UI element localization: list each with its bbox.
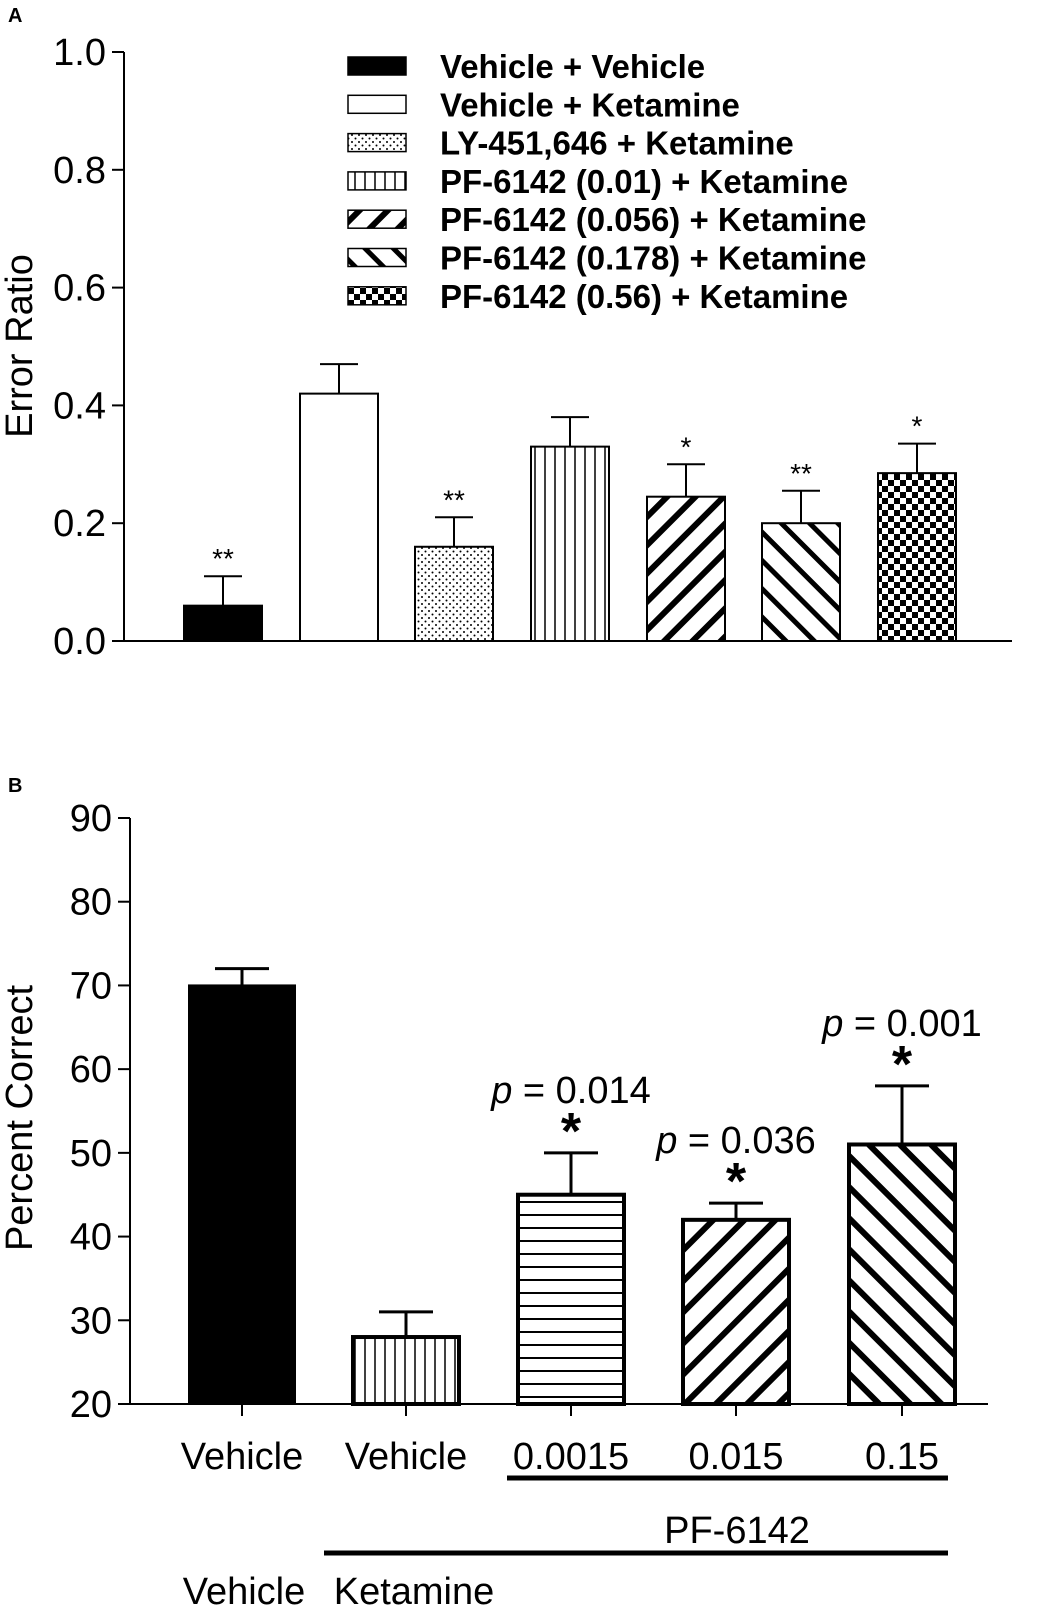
x-category-label: Vehicle	[181, 1436, 304, 1478]
legend-swatch	[347, 171, 407, 191]
legend-swatch	[347, 132, 407, 153]
bar	[516, 1192, 626, 1406]
p-symbol: p	[490, 1070, 512, 1112]
significance-marker: **	[443, 484, 465, 515]
bar	[761, 522, 841, 643]
x-category-label: 0.0015	[513, 1436, 629, 1478]
y-tick-label: 50	[70, 1133, 112, 1175]
significance-marker: *	[561, 1103, 582, 1161]
p-value-label: p = 0.036	[655, 1120, 816, 1162]
significance-marker: **	[790, 458, 812, 489]
bar	[530, 445, 610, 642]
significance-marker: *	[912, 411, 923, 442]
legend-label: PF-6142 (0.056) + Ketamine	[440, 201, 866, 238]
p-symbol: p	[655, 1120, 677, 1162]
significance-marker: *	[726, 1153, 747, 1211]
p-value: = 0.014	[512, 1070, 650, 1112]
p-symbol: p	[821, 1003, 843, 1045]
bar	[183, 604, 263, 642]
legend-swatch	[347, 56, 407, 76]
y-tick-label: 30	[70, 1300, 112, 1342]
legend-swatch	[347, 247, 407, 268]
bar	[847, 1142, 957, 1406]
y-tick-label: 0.8	[53, 150, 106, 192]
y-tick-label: 20	[70, 1384, 112, 1426]
y-tick-label: 40	[70, 1217, 112, 1259]
significance-marker: **	[212, 543, 234, 574]
legend-label: PF-6142 (0.56) + Ketamine	[440, 278, 848, 315]
y-tick-label: 0.6	[53, 268, 106, 310]
legend-label: LY-451,646 + Ketamine	[440, 125, 794, 162]
bar	[646, 495, 726, 642]
bar	[681, 1217, 791, 1407]
y-tick-label: 60	[70, 1049, 112, 1091]
legend-label: PF-6142 (0.178) + Ketamine	[440, 240, 866, 277]
significance-marker: *	[892, 1036, 913, 1094]
y-axis-title: Percent Correct	[0, 985, 41, 1252]
bar	[877, 472, 957, 643]
bar	[188, 984, 296, 1406]
p-value: = 0.036	[677, 1120, 815, 1162]
legend-swatch	[347, 286, 407, 306]
drug-group-label: PF-6142	[664, 1510, 810, 1552]
y-tick-label: 80	[70, 882, 112, 924]
y-axis-title: Error Ratio	[0, 254, 41, 438]
bar	[414, 545, 494, 643]
panel-b-letter: B	[8, 775, 22, 797]
panel-b: B 20 30 40 50 60 70 80 90 Percent Correct Vehicle…	[0, 775, 988, 1612]
x-category-label: 0.015	[688, 1436, 783, 1478]
bar	[299, 392, 379, 642]
y-tick-label: 0.0	[53, 621, 106, 663]
y-tick-label: 1.0	[53, 32, 106, 74]
y-tick-label: 90	[70, 798, 112, 840]
y-tick-label: 0.4	[53, 385, 106, 427]
significance-marker: *	[681, 431, 692, 462]
legend-swatch	[347, 209, 407, 229]
p-value-label: p = 0.001	[821, 1003, 982, 1045]
p-value: = 0.001	[843, 1003, 981, 1045]
legend-label: Vehicle + Vehicle	[440, 48, 705, 85]
pretreatment-vehicle-label: Vehicle	[183, 1571, 306, 1612]
legend-label: PF-6142 (0.01) + Ketamine	[440, 163, 848, 200]
legend-label: Vehicle + Ketamine	[440, 86, 740, 123]
legend-swatch	[347, 94, 407, 115]
panel-a-letter: A	[8, 5, 22, 27]
y-tick-label: 70	[70, 965, 112, 1007]
x-category-label: 0.15	[865, 1436, 939, 1478]
y-tick-label: 0.2	[53, 503, 106, 545]
x-category-label: Vehicle	[345, 1436, 468, 1478]
pretreatment-ketamine-label: Ketamine	[334, 1571, 495, 1612]
bar	[351, 1335, 461, 1406]
p-value-label: p = 0.014	[490, 1070, 651, 1112]
